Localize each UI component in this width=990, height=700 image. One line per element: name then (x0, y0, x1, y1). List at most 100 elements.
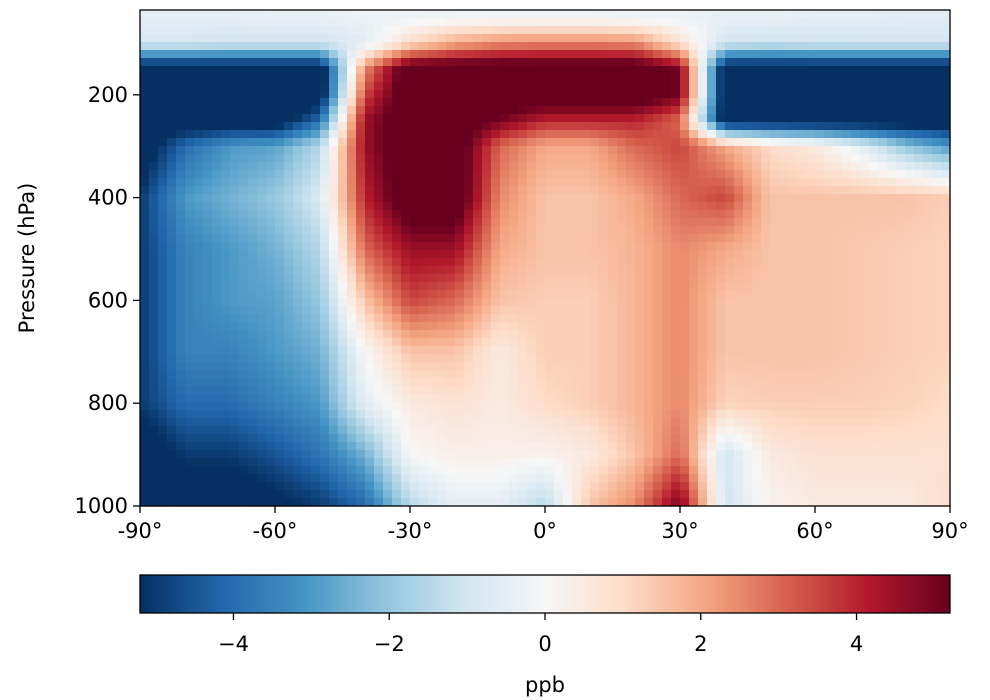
heatmap-cell (338, 426, 348, 435)
heatmap-cell (410, 74, 420, 83)
heatmap-cell (554, 218, 564, 227)
heatmap-cell (185, 138, 195, 147)
heatmap-cell (338, 18, 348, 27)
heatmap-cell (887, 106, 897, 115)
heatmap-cell (500, 18, 510, 27)
heatmap-cell (860, 410, 870, 419)
heatmap-cell (914, 106, 924, 115)
heatmap-cell (176, 442, 186, 451)
heatmap-cell (518, 130, 528, 139)
heatmap-cell (896, 122, 906, 131)
heatmap-cell (212, 442, 222, 451)
heatmap-cell (410, 282, 420, 291)
heatmap-cell (698, 18, 708, 27)
heatmap-cell (824, 330, 834, 339)
heatmap-cell (662, 362, 672, 371)
heatmap-cell (644, 170, 654, 179)
heatmap-cell (545, 338, 555, 347)
heatmap-cell (365, 106, 375, 115)
heatmap-cell (491, 218, 501, 227)
heatmap-cell (428, 450, 438, 459)
heatmap-cell (590, 98, 600, 107)
heatmap-cell (266, 450, 276, 459)
heatmap-cell (698, 34, 708, 43)
heatmap-cell (599, 74, 609, 83)
heatmap-cell (167, 306, 177, 315)
heatmap-cell (293, 34, 303, 43)
heatmap-cell (410, 162, 420, 171)
heatmap-cell (383, 98, 393, 107)
heatmap-cell (806, 290, 816, 299)
heatmap-cell (176, 362, 186, 371)
heatmap-cell (248, 442, 258, 451)
heatmap-cell (788, 354, 798, 363)
heatmap-cell (428, 42, 438, 51)
heatmap-cell (788, 154, 798, 163)
heatmap-cell (581, 338, 591, 347)
heatmap-cell (284, 138, 294, 147)
heatmap-cell (932, 210, 942, 219)
heatmap-cell (239, 410, 249, 419)
heatmap-cell (311, 154, 321, 163)
heatmap-cell (185, 346, 195, 355)
heatmap-cell (869, 298, 879, 307)
heatmap-cell (347, 178, 357, 187)
heatmap-cell (320, 426, 330, 435)
heatmap-cell (284, 34, 294, 43)
heatmap-cell (266, 282, 276, 291)
heatmap-cell (842, 34, 852, 43)
heatmap-cell (140, 442, 150, 451)
heatmap-cell (230, 82, 240, 91)
heatmap-cell (428, 170, 438, 179)
heatmap-cell (302, 314, 312, 323)
heatmap-cell (311, 418, 321, 427)
heatmap-cell (410, 122, 420, 131)
heatmap-cell (221, 282, 231, 291)
heatmap-cell (860, 10, 870, 19)
heatmap-cell (851, 90, 861, 99)
heatmap-cell (743, 330, 753, 339)
heatmap-cell (455, 266, 465, 275)
heatmap-cell (887, 434, 897, 443)
heatmap-cell (239, 226, 249, 235)
heatmap-cell (518, 26, 528, 35)
heatmap-cell (617, 394, 627, 403)
heatmap-cell (230, 74, 240, 83)
heatmap-cell (329, 122, 339, 131)
heatmap-cell (626, 426, 636, 435)
heatmap-cell (194, 346, 204, 355)
heatmap-cell (455, 330, 465, 339)
heatmap-cell (509, 74, 519, 83)
heatmap-cell (266, 242, 276, 251)
heatmap-cell (212, 282, 222, 291)
heatmap-cell (176, 306, 186, 315)
heatmap-cell (194, 106, 204, 115)
heatmap-cell (806, 194, 816, 203)
heatmap-cell (257, 322, 267, 331)
heatmap-cell (149, 178, 159, 187)
heatmap-cell (716, 298, 726, 307)
heatmap-cell (752, 10, 762, 19)
heatmap-cell (815, 154, 825, 163)
heatmap-cell (824, 170, 834, 179)
heatmap-cell (725, 162, 735, 171)
heatmap-cell (752, 434, 762, 443)
heatmap-cell (599, 146, 609, 155)
heatmap-cell (635, 34, 645, 43)
heatmap-cell (500, 282, 510, 291)
heatmap-cell (203, 138, 213, 147)
heatmap-cell (626, 234, 636, 243)
heatmap-cell (275, 418, 285, 427)
heatmap-cell (707, 250, 717, 259)
heatmap-cell (356, 42, 366, 51)
heatmap-cell (221, 242, 231, 251)
heatmap-cell (464, 130, 474, 139)
heatmap-cell (410, 418, 420, 427)
heatmap-cell (140, 50, 150, 59)
heatmap-cell (581, 98, 591, 107)
heatmap-cell (365, 442, 375, 451)
heatmap-cell (860, 298, 870, 307)
heatmap-cell (455, 354, 465, 363)
heatmap-cell (212, 266, 222, 275)
heatmap-cell (176, 426, 186, 435)
